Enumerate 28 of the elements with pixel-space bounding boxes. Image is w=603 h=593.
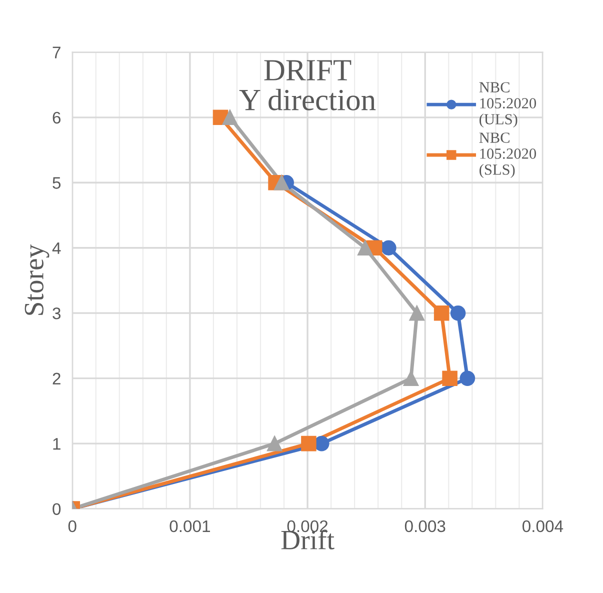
point xyxy=(409,305,425,321)
x-tick-label: 0.001 xyxy=(170,520,210,532)
point xyxy=(301,436,316,452)
y-tick-label: 1 xyxy=(53,438,60,450)
point xyxy=(442,370,458,386)
x-tick-label: 0.003 xyxy=(404,520,446,532)
y-tick-label: 7 xyxy=(52,46,60,58)
y-tick-label: 2 xyxy=(52,372,60,384)
legend-label: NBC 105:2020 (SLS) xyxy=(479,132,536,178)
y-tick-label: 3 xyxy=(52,308,61,320)
legend-label: NBC 105:2020 (ULS) xyxy=(479,82,536,128)
text: DRIFT Y direction xyxy=(239,60,376,110)
y-axis-title: Storey xyxy=(24,244,50,315)
point xyxy=(450,305,466,321)
y-tick-label: 0 xyxy=(52,503,61,515)
point xyxy=(358,240,373,256)
point xyxy=(222,110,238,126)
point xyxy=(403,370,419,386)
y-tick-label: 4 xyxy=(52,242,61,254)
x-tick-label: 0.004 xyxy=(522,520,564,532)
point xyxy=(266,436,282,452)
point xyxy=(381,240,396,256)
y-tick-label: 5 xyxy=(52,177,61,189)
x-tick-label: 0 xyxy=(68,520,76,532)
point xyxy=(434,305,450,321)
point xyxy=(274,175,290,190)
y-tick-label: 6 xyxy=(52,112,61,124)
point xyxy=(460,370,476,386)
